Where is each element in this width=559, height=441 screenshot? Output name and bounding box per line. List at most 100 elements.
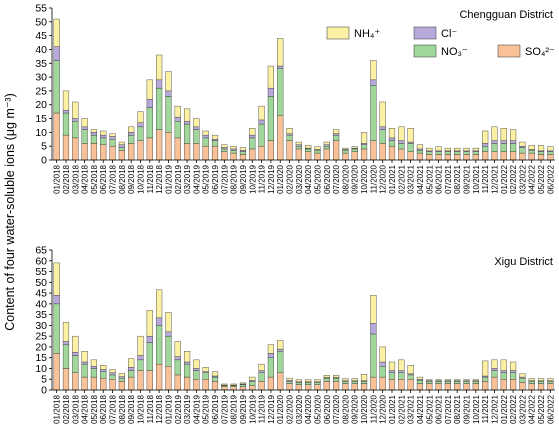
bar-segment-no3 (435, 381, 442, 384)
x-tick-label: 04/2020 (304, 394, 313, 423)
bar-segment-nh4 (183, 108, 191, 122)
bar-segment-nh4 (221, 383, 228, 386)
bar-segment-nh4 (388, 361, 396, 371)
bar-segment-nh4 (519, 373, 526, 378)
bar-segment-so4 (472, 154, 479, 161)
x-tick-label: 10/2021 (472, 164, 481, 193)
bar-segment-nh4 (379, 101, 386, 128)
bar-segment-no3 (128, 134, 135, 144)
x-tick-label: 10/2019 (248, 394, 257, 423)
bar-segment-no3 (426, 151, 433, 155)
bar-segment-so4 (81, 376, 88, 391)
bar-segment-cl (62, 110, 70, 114)
bar-segment-nh4 (388, 128, 396, 139)
bar-segment-no3 (519, 377, 526, 383)
bar-segment-so4 (426, 383, 433, 391)
y-tick-label: 25 (35, 85, 47, 97)
x-tick-label: 12/2020 (379, 164, 388, 193)
bar-segment-nh4 (146, 79, 153, 100)
bar-segment-nh4 (510, 129, 517, 141)
bar-segment-nh4 (137, 335, 144, 356)
bar-segment-cl (379, 361, 386, 367)
x-tick-label: 06/2019 (211, 164, 220, 193)
bar-segment-cl (398, 140, 405, 144)
bar-segment-nh4 (342, 378, 349, 381)
x-tick-label: 07/2018 (109, 394, 118, 423)
x-tick-label: 11/2019 (258, 394, 267, 423)
bar-segment-nh4 (491, 359, 498, 369)
bar-segment-nh4 (360, 374, 368, 381)
legend-swatch-so4 (497, 44, 521, 58)
bar-segment-no3 (239, 384, 247, 387)
bar-segment-nh4 (249, 376, 256, 381)
bar-segment-so4 (156, 363, 163, 391)
x-tick-label: 03/2021 (407, 164, 416, 193)
bar-segment-no3 (416, 380, 424, 384)
legend-swatch-nh4 (326, 26, 350, 40)
y-tick-label: 50 (35, 277, 47, 289)
bar-segment-cl (370, 79, 377, 86)
bar-segment-nh4 (314, 146, 321, 150)
x-tick-label: 05/2022 (537, 394, 546, 423)
bar-segment-no3 (137, 126, 144, 141)
bar-segment-cl (277, 65, 284, 70)
x-tick-label: 01/2018 (53, 164, 62, 193)
bar-segment-nh4 (258, 363, 265, 371)
x-tick-label: 12/2021 (490, 394, 499, 423)
bar-segment-nh4 (174, 341, 181, 357)
bar-segment-cl (62, 341, 70, 345)
bar-segment-cl (379, 126, 386, 130)
x-tick-label: 06/2020 (323, 394, 332, 423)
bar-segment-no3 (333, 134, 340, 141)
bar-segment-nh4 (537, 378, 545, 381)
bar-segment-no3 (398, 372, 405, 380)
bar-segment-no3 (146, 342, 153, 371)
bar-segment-nh4 (295, 379, 302, 383)
bar-segment-nh4 (333, 129, 340, 134)
bar-segment-nh4 (81, 351, 88, 363)
bar-segment-so4 (53, 353, 60, 391)
bar-segment-no3 (72, 121, 79, 139)
x-tick-label: 02/2020 (286, 394, 295, 423)
bar-segment-no3 (118, 147, 125, 151)
x-tick-label: 01/2019 (164, 394, 173, 423)
bar-segment-nh4 (426, 147, 433, 152)
x-tick-label: 10/2019 (248, 164, 257, 193)
y-tick-label: 10 (35, 363, 47, 375)
bar-segment-cl (407, 141, 414, 144)
bar-segment-no3 (249, 137, 256, 150)
bar-segment-no3 (81, 363, 88, 378)
bar-segment-cl (249, 134, 256, 139)
bar-segment-cl (388, 137, 396, 141)
bar-segment-so4 (444, 154, 451, 161)
bar-segment-no3 (174, 121, 181, 139)
bar-segment-cl (267, 353, 274, 358)
bar-segment-so4 (53, 112, 60, 161)
bar-segment-cl (388, 370, 396, 373)
bar-segment-nh4 (323, 375, 330, 378)
bar-segment-nh4 (454, 147, 461, 152)
bar-segment-so4 (472, 383, 479, 391)
bar-segment-so4 (379, 376, 386, 391)
x-tick-label: 12/2021 (490, 164, 499, 193)
bar-segment-nh4 (211, 134, 219, 140)
bar-segment-so4 (323, 381, 330, 391)
bar-segment-so4 (277, 372, 284, 391)
bar-segment-nh4 (510, 361, 517, 371)
bar-segment-so4 (62, 134, 70, 161)
bar-segment-nh4 (202, 367, 209, 372)
x-tick-label: 02/2021 (397, 394, 406, 423)
bar-segment-no3 (90, 134, 98, 144)
bar-segment-no3 (333, 377, 340, 382)
bar-segment-nh4 (193, 359, 200, 369)
bar-segment-no3 (258, 372, 265, 382)
x-tick-label: 03/2018 (71, 164, 80, 193)
bar-segment-so4 (211, 145, 219, 161)
x-tick-label: 07/2020 (332, 164, 341, 193)
bar-segment-nh4 (90, 359, 98, 367)
bar-segment-cl (370, 323, 377, 335)
y-tick-label: 15 (35, 352, 47, 364)
bar-segment-so4 (72, 137, 79, 161)
bar-segment-nh4 (454, 379, 461, 381)
bar-segment-nh4 (221, 144, 228, 148)
